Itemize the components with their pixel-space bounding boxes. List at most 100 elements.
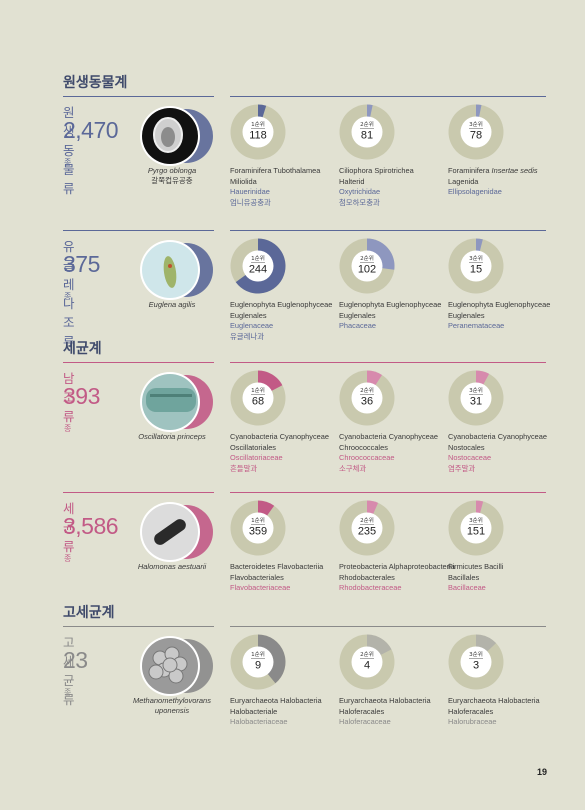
specimen-caption: Halomonas aestuarii (117, 562, 227, 572)
specimen-caption: Methanomethylovorans uponensis (117, 696, 227, 716)
rank-value: 68 (252, 396, 264, 408)
group-name: 유글레나조류 (63, 239, 75, 349)
taxon-order: Halterid (339, 176, 365, 186)
donut-hole (351, 646, 383, 678)
coccus-cell (148, 664, 164, 680)
donut-hole (351, 116, 383, 148)
taxon-family: Haloferacaceae (339, 717, 391, 727)
taxon-family-korean: 엄니유공충과 (230, 197, 271, 207)
caption-scientific-name: Pyrgo oblonga (147, 166, 197, 175)
taxon-order: Nostocales (448, 442, 485, 452)
species-count: 393 종 (63, 383, 100, 437)
taxonomy-lines: Bacteroidetes Flavobacteriia Flavobacteri… (230, 562, 342, 594)
taxon-family: Nostocaceae (448, 453, 492, 463)
taxon-phylum-class: Euglenophyta Euglenophyceae (339, 300, 442, 309)
rank-card: 3순위 3 Euryarchaeota Halobacteria Haloferaca… (448, 634, 560, 744)
group-rule-left (63, 492, 214, 493)
taxon-phylum-class: Euryarchaeota Halobacteria (230, 696, 322, 705)
taxon-phylum-class: Ciliophora Spirotrichea (339, 166, 414, 175)
rank-value: 3 (473, 660, 479, 672)
species-unit: 종 (64, 554, 71, 563)
group-rule-left (63, 230, 214, 231)
donut-hole (242, 382, 274, 414)
taxon-phylum-class: Cyanobacteria Cyanophyceae (230, 432, 330, 441)
caption-common-name: 갈쭉컵유공충 (151, 176, 193, 185)
taxon-family-korean: 유글레나과 (230, 331, 264, 341)
caption-scientific-name: Methanomethylovorans (133, 696, 211, 705)
taxon-order: Chroococcales (339, 442, 388, 452)
taxon-family: Hauerinidae (230, 187, 270, 197)
rank-card: 1순위 68 Cyanobacteria Cyanophyceae Oscillato… (230, 370, 342, 480)
rank-card: 3순위 15 Euglenophyta Euglenophyceae Euglenal… (448, 238, 560, 348)
group-rule-right (230, 230, 546, 231)
rank-card: 3순위 31 Cyanobacteria Cyanophyceae Nostocale… (448, 370, 560, 480)
taxon-order: Euglenales (339, 310, 376, 320)
taxon-family: Euglenaceae (230, 321, 274, 331)
donut-hole (351, 250, 383, 282)
rank-label: 2순위 (360, 516, 374, 524)
species-count: 23 종 (63, 647, 88, 701)
rank-label: 2순위 (360, 254, 374, 262)
taxonomy-lines: Euglenophyta Euglenophyceae Euglenales Eug… (230, 300, 342, 342)
species-count: 3,586 종 (63, 513, 119, 567)
taxonomy-lines: Cyanobacteria Cyanophyceae Oscillatoriale… (230, 432, 342, 474)
section-title: 원생동물계 (63, 75, 128, 91)
group-rule-right (230, 626, 546, 627)
rank-value: 81 (361, 130, 373, 142)
taxon-class-uncertain: Insertae sedis (491, 166, 538, 175)
rank-card: 1순위 244 Euglenophyta Euglenophyceae Euglena… (230, 238, 342, 348)
species-count-number: 393 (63, 383, 100, 409)
rank-label: 3순위 (469, 650, 483, 658)
taxon-family: Chroococcaceae (339, 453, 395, 463)
caption-scientific-name: Halomonas aestuarii (137, 562, 207, 571)
taxon-phylum-class: Foraminifera Insertae sedis (448, 166, 560, 177)
specimen-caption: Euglena agilis (117, 300, 227, 310)
taxon-order: Haloferacales (339, 706, 385, 716)
rank-label: 2순위 (360, 386, 374, 394)
rank-value: 31 (470, 396, 482, 408)
donut-hole (351, 382, 383, 414)
group-name: 고세균류 (63, 635, 75, 707)
rank-value: 15 (470, 264, 482, 276)
species-unit: 종 (64, 424, 71, 433)
taxon-order: Rhodobacterales (339, 572, 395, 582)
species-count: 375 종 (63, 251, 100, 305)
specimen-caption: Pyrgo oblonga 갈쭉컵유공충 (117, 166, 227, 186)
halomonas-micrograph-icon (140, 502, 213, 562)
rank-value: 359 (249, 526, 267, 538)
pyrgo-micrograph-icon (140, 106, 213, 166)
donut-hole (242, 116, 274, 148)
donut-hole (242, 512, 274, 544)
rank-label: 3순위 (469, 386, 483, 394)
taxon-phylum-class: Cyanobacteria Cyanophyceae (339, 432, 439, 441)
rank-label: 2순위 (360, 650, 374, 658)
species-unit: 종 (64, 158, 71, 167)
specimen-caption: Oscillatoria princeps (117, 432, 227, 442)
taxon-order: Bacillales (448, 572, 480, 582)
taxonomy-lines: Proteobacteria Alphaproteobacteria Rhodob… (339, 562, 455, 594)
section-title: 세균계 (63, 341, 102, 357)
taxon-phylum-class: Euryarchaeota Halobacteria (448, 696, 540, 705)
donut-hole (242, 646, 274, 678)
taxon-family: Phacaceae (339, 321, 376, 331)
oscillatoria-micrograph-icon (140, 372, 213, 432)
rank-value: 244 (249, 264, 267, 276)
taxon-order: Oscillatoriales (230, 442, 277, 452)
taxon-family: Halorubraceae (448, 717, 497, 727)
taxonomy-lines: Firmicutes Bacilli Bacillales Bacillaceae (448, 562, 560, 594)
taxon-order: Euglenales (448, 310, 485, 320)
group-rule-right (230, 96, 546, 97)
donut-hole (460, 512, 492, 544)
taxonomy-lines: Euryarchaeota Halobacteria Haloferacales H… (339, 696, 451, 728)
taxon-family-korean: 첨모하모충과 (339, 197, 380, 207)
rank-value: 235 (358, 526, 376, 538)
taxonomy-lines: Euryarchaeota Halobacteria Halobacteriale… (230, 696, 342, 728)
group-rule-left (63, 626, 214, 627)
taxon-phylum-class: Bacteroidetes Flavobacteriia (230, 562, 324, 571)
